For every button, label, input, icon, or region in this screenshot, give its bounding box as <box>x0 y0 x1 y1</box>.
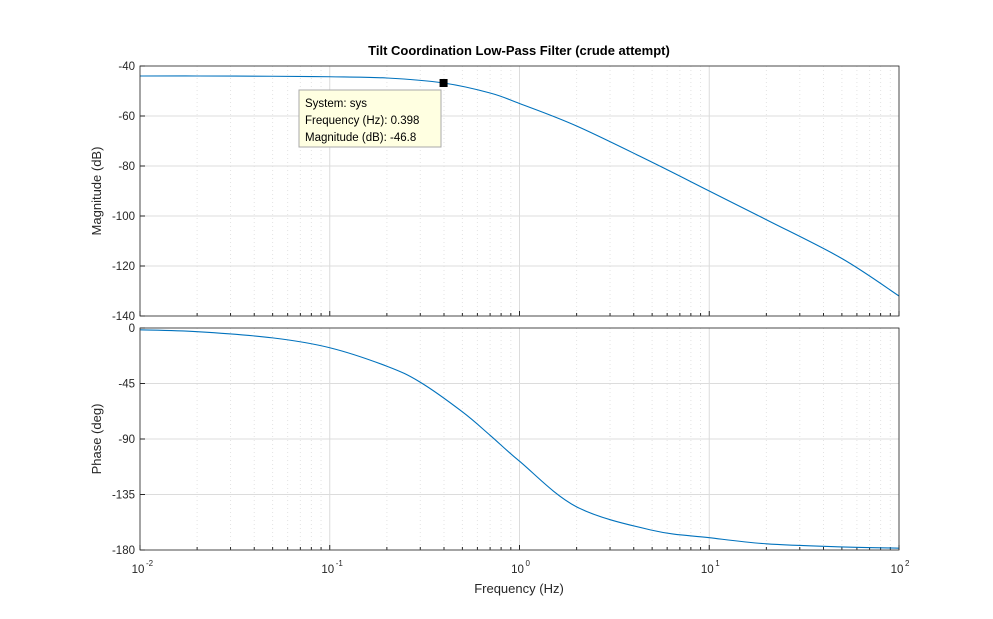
datatip-magnitude-line: Magnitude (dB): -46.8 <box>305 132 416 144</box>
magnitude-y-tick-label: -40 <box>118 61 135 73</box>
phase-y-label: Phase (deg) <box>89 404 104 475</box>
datatip[interactable]: System: sys Frequency (Hz): 0.398 Magnit… <box>298 89 442 148</box>
magnitude-curve-group <box>139 75 900 297</box>
magnitude-y-label: Magnitude (dB) <box>89 147 104 236</box>
magnitude-y-tick-label: -140 <box>112 311 135 323</box>
phase-y-tick-label: -180 <box>112 545 135 557</box>
phase-y-tick-label: -90 <box>118 434 135 446</box>
phase-curve-group <box>139 329 900 549</box>
x-tick-label: 100 <box>511 559 530 576</box>
magnitude-axes[interactable]: -40 -60 -80 -100 -120 -140 Magnitude (dB) <box>89 61 900 323</box>
phase-axes[interactable]: 0 -45 -90 -135 -180 Phase (deg) <box>89 323 900 557</box>
x-tick-base: 10 <box>132 564 145 576</box>
x-tick-base: 10 <box>891 564 904 576</box>
x-tick-base: 10 <box>701 564 714 576</box>
x-tick-label: 10-2 <box>132 559 154 576</box>
x-tick-exponent: -2 <box>146 559 154 568</box>
frequency-x-label: Frequency (Hz) <box>474 581 564 596</box>
magnitude-axes-box <box>139 65 900 317</box>
phase-axes-box <box>139 327 900 551</box>
x-tick-base: 10 <box>321 564 334 576</box>
x-tick-base: 10 <box>511 564 524 576</box>
phase-y-tick-label: -45 <box>118 379 135 391</box>
phase-y-ticks: 0 -45 -90 -135 -180 <box>112 323 135 557</box>
x-tick-label: 10-1 <box>321 559 343 576</box>
magnitude-y-tick-label: -80 <box>118 161 135 173</box>
phase-series-line <box>139 329 900 549</box>
chart-title: Tilt Coordination Low-Pass Filter (crude… <box>368 43 670 58</box>
magnitude-y-tick-label: -60 <box>118 111 135 123</box>
magnitude-series-line <box>139 75 900 297</box>
datatip-marker[interactable] <box>439 79 448 87</box>
x-tick-label: 102 <box>891 559 910 576</box>
x-tick-exponent: 2 <box>905 559 910 568</box>
x-tick-label: 101 <box>701 559 720 576</box>
magnitude-y-ticks: -40 -60 -80 -100 -120 -140 <box>112 61 135 323</box>
phase-y-tick-label: -135 <box>112 490 135 502</box>
x-tick-exponent: 0 <box>526 559 531 568</box>
x-tick-exponent: 1 <box>715 559 720 568</box>
datatip-box <box>298 89 442 148</box>
magnitude-y-tick-label: -120 <box>112 261 135 273</box>
phase-y-tick-label: 0 <box>129 323 135 335</box>
x-tick-exponent: -1 <box>336 559 344 568</box>
magnitude-y-tick-label: -100 <box>112 211 135 223</box>
datatip-frequency-line: Frequency (Hz): 0.398 <box>305 115 419 127</box>
datatip-system-line: System: sys <box>305 98 367 110</box>
